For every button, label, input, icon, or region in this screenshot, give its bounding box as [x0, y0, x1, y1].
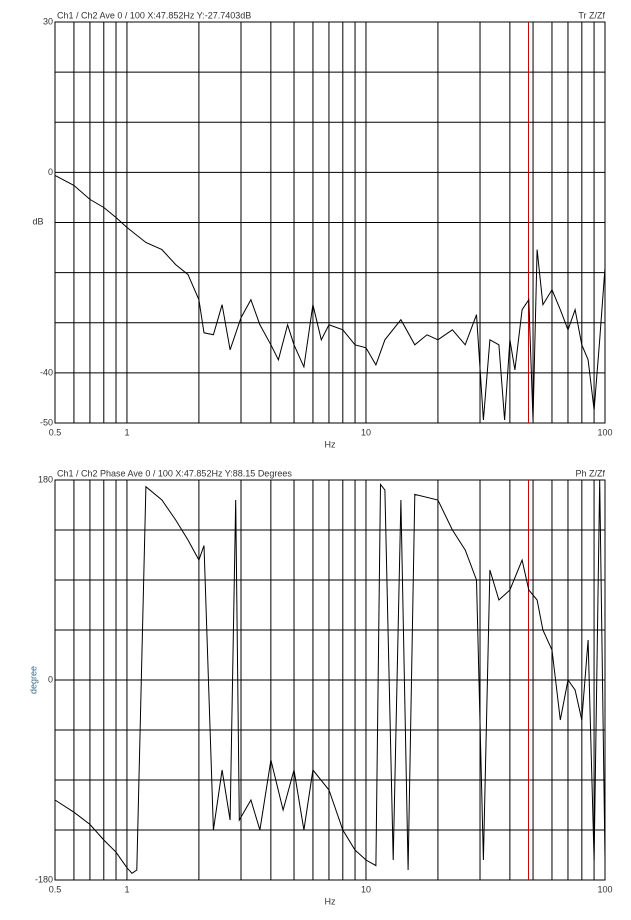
x-tick-label: 1: [124, 884, 129, 894]
data-line: [54, 174, 606, 421]
trace-label: Tr Z/Zf: [578, 10, 605, 20]
y-tick-label: 30: [43, 16, 53, 26]
x-tick-label: 0.5: [49, 884, 62, 894]
data-line: [54, 479, 606, 874]
chart-title: Ch1 / Ch2 Phase Ave 0 / 100 X:47.852Hz Y…: [57, 468, 292, 478]
y-tick-label: 0: [48, 167, 53, 177]
x-axis-label: Hz: [325, 439, 336, 449]
y-tick-label: 0: [48, 674, 53, 684]
chart-title: Ch1 / Ch2 Ave 0 / 100 X:47.852Hz Y:-27.7…: [57, 10, 251, 20]
y-axis-label: dB: [32, 216, 43, 226]
x-tick-label: 10: [361, 884, 371, 894]
y-axis-label: degree: [28, 666, 38, 694]
x-tick-label: 1: [124, 427, 129, 437]
x-tick-label: 100: [597, 884, 612, 894]
y-tick-label: 180: [38, 474, 53, 484]
x-axis-label: Hz: [325, 896, 336, 906]
y-tick-label: -40: [40, 367, 53, 377]
y-tick-label: -180: [35, 874, 53, 884]
trace-label: Ph Z/Zf: [575, 468, 605, 478]
x-tick-label: 100: [597, 427, 612, 437]
x-tick-label: 10: [361, 427, 371, 437]
x-tick-label: 0.5: [49, 427, 62, 437]
y-tick-label: -50: [40, 417, 53, 427]
